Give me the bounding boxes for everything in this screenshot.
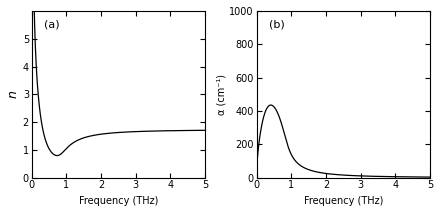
Y-axis label: n: n: [7, 90, 20, 98]
Y-axis label: α (cm⁻¹): α (cm⁻¹): [216, 74, 227, 115]
X-axis label: Frequency (THz): Frequency (THz): [79, 196, 158, 206]
X-axis label: Frequency (THz): Frequency (THz): [304, 196, 383, 206]
Text: (a): (a): [44, 19, 59, 29]
Text: (b): (b): [269, 19, 285, 29]
